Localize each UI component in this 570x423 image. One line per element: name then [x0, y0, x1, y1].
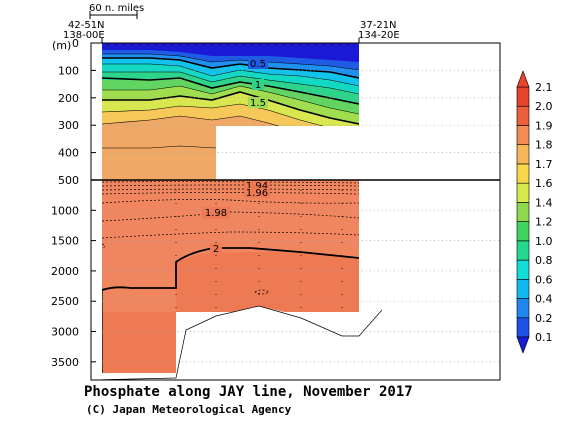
contour-label-1.94: 1.94	[246, 181, 268, 192]
plot-frame: 0 100 200 300 400 500 1000 1500 2000 2500 3000 3500	[51, 37, 501, 381]
colorbar-label-0.6: 0.6	[535, 273, 553, 286]
y-tick-label-0: 0	[72, 37, 79, 50]
colorbar-label-1.4: 1.4	[535, 196, 553, 209]
y-tick-label-400: 400	[58, 147, 79, 160]
colorbar: 0.1 0.2 0.4 0.6 0.8 1.0 1.2 1.4 1.6 1.7 1.8 1.9 2.0 2…	[516, 70, 553, 354]
y-tick-label-1000: 1000	[51, 204, 79, 217]
colorbar-label-2.1: 2.1	[535, 81, 553, 94]
colorbar-segment-1.8	[516, 125, 530, 145]
colorbar-label-1.8: 1.8	[535, 139, 553, 152]
right-endpoint-lat: 37-21N	[360, 20, 397, 31]
chart-title: Phosphate along JAY line, November 2017	[84, 384, 413, 400]
left-endpoint-lon: 138-00E	[63, 30, 105, 41]
lower-contour-labels: 1.94 1.96 1.98 2	[202, 181, 270, 255]
right-endpoint-lon: 134-20E	[358, 30, 400, 41]
y-tick-label-100: 100	[58, 64, 79, 77]
lower-panel-field	[102, 180, 382, 380]
colorbar-segment-0.4	[516, 279, 530, 299]
colorbar-label-1.6: 1.6	[535, 177, 553, 190]
contour-label-1: 1	[255, 80, 261, 91]
colorbar-segment-1.2	[516, 202, 530, 222]
y-tick-label-300: 300	[58, 119, 79, 132]
colorbar-label-2: 2.0	[535, 100, 553, 113]
colorbar-segment-1.6	[516, 163, 530, 184]
contour-label-1.98: 1.98	[205, 208, 227, 219]
colorbar-segment-0.1	[516, 317, 530, 338]
colorbar-low-arrow	[516, 336, 530, 354]
contour-label-1.96: 1.96	[246, 188, 268, 199]
colorbar-segment-1	[516, 221, 530, 242]
colorbar-label-0.8: 0.8	[535, 254, 553, 267]
y-tick-label-500: 500	[58, 174, 79, 187]
scale-bar-label: 60 n. miles	[89, 3, 144, 14]
colorbar-label-1.2: 1.2	[535, 216, 553, 229]
colorbar-label-0.2: 0.2	[535, 312, 553, 325]
contour-label-0.5: 0.5	[250, 59, 266, 70]
y-axis-unit: (m)	[52, 39, 71, 52]
y-tick-label-1500: 1500	[51, 235, 79, 248]
colorbar-segment-0.8	[516, 240, 530, 261]
colorbar-label-1: 1.0	[535, 235, 553, 248]
colorbar-segment-0.6	[516, 259, 530, 280]
y-tick-label-2000: 2000	[51, 265, 79, 278]
colorbar-segment-2	[516, 86, 530, 107]
y-tick-label-2500: 2500	[51, 295, 79, 308]
colorbar-segment-0.2	[516, 298, 530, 319]
colorbar-label-1.9: 1.9	[535, 119, 553, 132]
contour-label-2: 2	[213, 244, 219, 255]
left-endpoint-lat: 42-51N	[68, 20, 105, 31]
colorbar-segment-1.4	[516, 182, 530, 203]
upper-panel-field	[102, 43, 359, 180]
colorbar-label-0.4: 0.4	[535, 293, 553, 306]
colorbar-label-0.1: 0.1	[535, 331, 553, 344]
colorbar-high-arrow	[516, 70, 530, 88]
y-tick-label-3000: 3000	[51, 326, 79, 339]
colorbar-label-1.7: 1.7	[535, 158, 553, 171]
colorbar-segment-1.9	[516, 105, 530, 126]
y-tick-label-3500: 3500	[51, 356, 79, 369]
section-header: 60 n. miles 42-51N 138-00E 37-21N 134-20…	[63, 3, 400, 43]
colorbar-segment-1.7	[516, 144, 530, 165]
chart-credit: (C) Japan Meteorological Agency	[86, 403, 292, 416]
upper-contour-labels: 0.5 1 1.5	[248, 58, 268, 109]
contour-label-1.5: 1.5	[250, 98, 266, 109]
y-tick-label-200: 200	[58, 92, 79, 105]
